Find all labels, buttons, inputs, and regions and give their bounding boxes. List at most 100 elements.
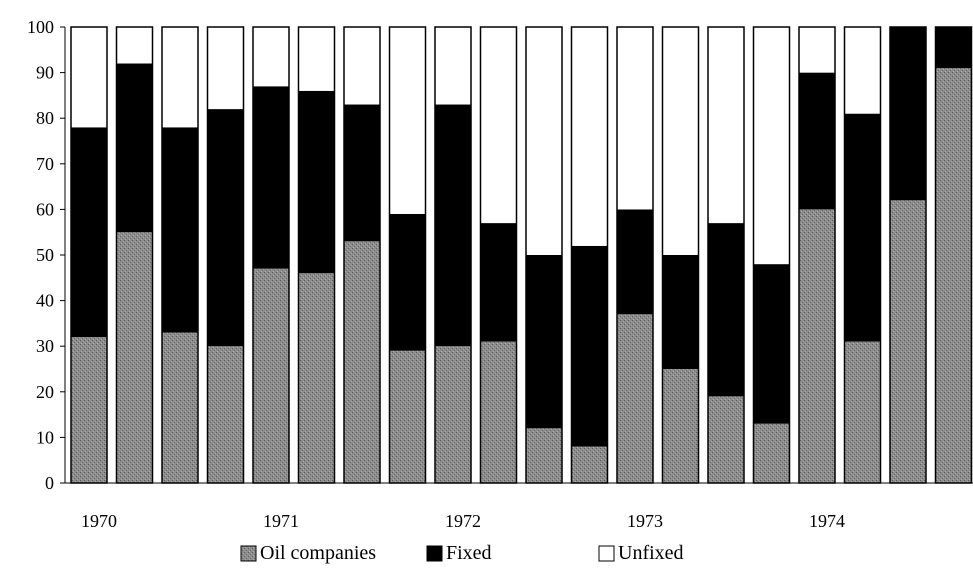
bar — [161, 26, 199, 484]
x-tick-label: 1970 — [81, 511, 117, 531]
y-tick-label: 50 — [36, 245, 54, 265]
bar-segment-unfixed — [480, 27, 517, 224]
bar-segment-unfixed — [116, 27, 153, 64]
bar-segment-oil-companies — [71, 337, 107, 483]
bar-segment-oil-companies — [207, 346, 244, 483]
bar-segment-oil-companies — [662, 369, 699, 483]
bar — [115, 26, 154, 484]
bar-segment-oil-companies — [571, 446, 608, 483]
y-tick-label: 40 — [36, 291, 54, 311]
bar-segment-oil-companies — [708, 396, 744, 483]
bar-segment-oil-companies — [617, 314, 653, 483]
bar — [616, 26, 654, 484]
bar — [661, 26, 700, 484]
x-tick-label: 1972 — [445, 511, 481, 531]
bar-segment-fixed — [389, 213, 426, 351]
bar-segment-unfixed — [389, 27, 426, 214]
y-tick-label: 20 — [36, 382, 54, 402]
legend-swatch — [426, 545, 443, 562]
bar-segment-oil-companies — [480, 341, 517, 483]
bar — [889, 26, 927, 484]
y-tick-label: 10 — [36, 427, 54, 447]
bar-segment-fixed — [799, 72, 835, 210]
bar-segment-fixed — [298, 90, 335, 274]
bar-segment-fixed — [935, 27, 972, 69]
bar — [297, 26, 336, 484]
y-axis: 0 10 20 30 40 50 60 70 80 90 100 — [27, 17, 66, 493]
bar-segment-unfixed — [344, 27, 380, 105]
bar-segment-unfixed — [662, 27, 699, 255]
y-tick-label: 80 — [36, 108, 54, 128]
bar-segment-unfixed — [298, 27, 335, 91]
bar — [707, 26, 745, 484]
bar-segment-oil-companies — [253, 268, 289, 483]
bar-segment-fixed — [708, 223, 744, 397]
bar-segment-unfixed — [799, 27, 835, 73]
x-tick-label: 1971 — [263, 511, 299, 531]
bar-segment-fixed — [844, 113, 881, 342]
bar — [343, 26, 381, 484]
bar — [479, 26, 518, 484]
bar-segment-oil-companies — [799, 209, 835, 483]
bar-segment-oil-companies — [389, 350, 426, 483]
legend-item: Fixed — [426, 542, 492, 564]
bars — [70, 26, 973, 484]
legend: Oil companies Fixed Unfixed — [240, 542, 684, 564]
bar-segment-fixed — [116, 63, 153, 233]
legend-label: Oil companies — [260, 542, 376, 564]
bar-segment-fixed — [162, 127, 198, 333]
bar-segment-fixed — [253, 86, 289, 269]
bar-segment-unfixed — [844, 27, 881, 114]
legend-item: Oil companies — [240, 542, 376, 564]
bar-segment-unfixed — [162, 27, 198, 128]
y-tick-label: 60 — [36, 199, 54, 219]
bar-segment-fixed — [207, 109, 244, 347]
bar — [843, 26, 882, 484]
bar-segment-oil-companies — [526, 428, 562, 483]
bar-segment-fixed — [344, 104, 380, 242]
bar — [525, 26, 563, 484]
bar-segment-oil-companies — [435, 346, 471, 483]
bar — [206, 26, 245, 484]
bar-segment-oil-companies — [116, 232, 153, 483]
bar-segment-fixed — [435, 104, 471, 347]
x-axis: 1970 1971 1972 1973 1974 — [65, 482, 973, 531]
y-tick-label: 0 — [45, 473, 54, 493]
bar-segment-oil-companies — [890, 200, 926, 483]
bar-segment-fixed — [71, 127, 107, 338]
legend-item: Unfixed — [598, 542, 684, 564]
bar-segment-unfixed — [708, 27, 744, 224]
bar-segment-fixed — [526, 255, 562, 429]
y-tick-label: 70 — [36, 154, 54, 174]
legend-label: Fixed — [446, 542, 492, 564]
bar — [570, 26, 609, 484]
bar-segment-fixed — [480, 223, 517, 342]
bar-segment-fixed — [890, 27, 926, 201]
bar — [798, 26, 836, 484]
y-tick-label: 30 — [36, 336, 54, 356]
bar — [70, 26, 108, 484]
bar-segment-oil-companies — [935, 68, 972, 483]
bar-segment-unfixed — [526, 27, 562, 255]
bar-segment-unfixed — [71, 27, 107, 128]
bar-segment-unfixed — [617, 27, 653, 210]
bar-segment-fixed — [617, 209, 653, 315]
bar-segment-oil-companies — [844, 341, 881, 483]
bar — [934, 26, 973, 484]
bar-segment-fixed — [662, 255, 699, 369]
legend-label: Unfixed — [618, 542, 684, 564]
y-tick-label: 100 — [27, 17, 54, 37]
bar-segment-oil-companies — [344, 241, 380, 483]
bar — [388, 26, 427, 484]
legend-swatch — [598, 545, 615, 562]
x-tick-label: 1973 — [627, 511, 663, 531]
legend-swatch — [240, 545, 257, 562]
bar-segment-fixed — [753, 264, 790, 424]
bar-segment-oil-companies — [753, 423, 790, 483]
bar-segment-fixed — [571, 245, 608, 447]
bar-segment-oil-companies — [298, 273, 335, 483]
bar — [752, 26, 791, 484]
bar-segment-unfixed — [435, 27, 471, 105]
bar-segment-unfixed — [753, 27, 790, 265]
